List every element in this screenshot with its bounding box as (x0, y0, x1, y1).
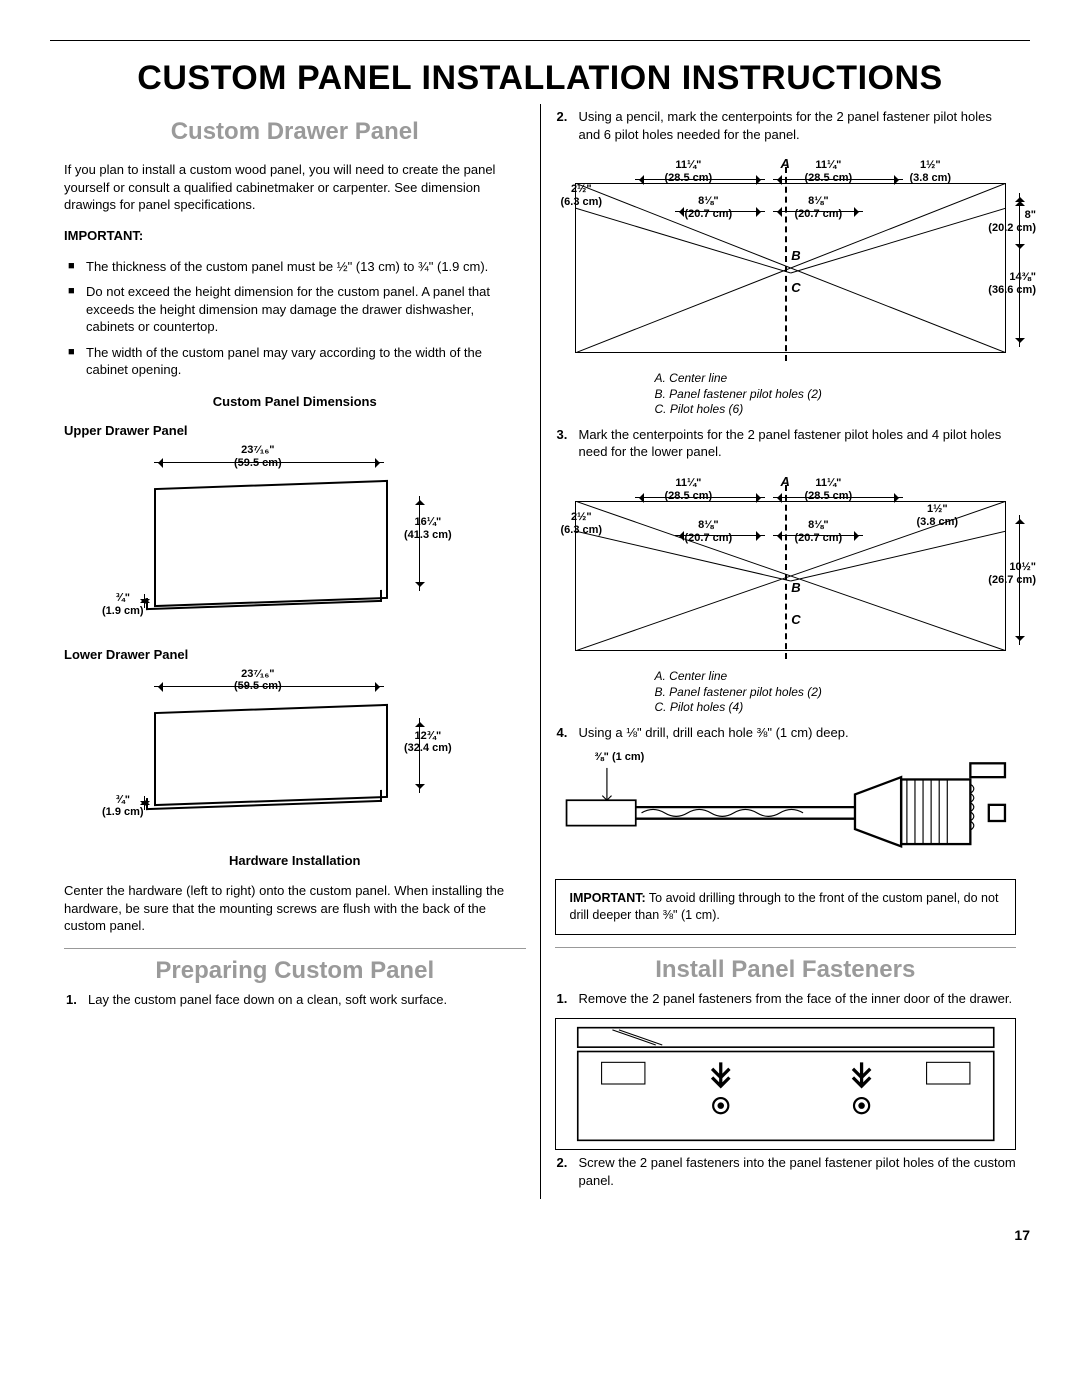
preparing-list-3: Mark the centerpoints for the 2 panel fa… (555, 426, 1017, 461)
preparing-list-4: Using a ⅛" drill, drill each hole ⅜" (1 … (555, 724, 1017, 742)
bullet: The thickness of the custom panel must b… (64, 258, 526, 276)
step: Lay the custom panel face down on a clea… (64, 991, 526, 1009)
section-custom-drawer: Custom Drawer Panel (64, 116, 526, 148)
step: Mark the centerpoints for the 2 panel fa… (555, 426, 1017, 461)
dims-heading: Custom Panel Dimensions (64, 393, 526, 411)
upper-panel-title: Upper Drawer Panel (64, 422, 526, 440)
preparing-list-left: Lay the custom panel face down on a clea… (64, 991, 526, 1009)
step: Using a ⅛" drill, drill each hole ⅜" (1 … (555, 724, 1017, 742)
important-label: IMPORTANT: (64, 227, 526, 245)
columns: Custom Drawer Panel If you plan to insta… (50, 104, 1030, 1199)
section-preparing: Preparing Custom Panel (64, 948, 526, 987)
install-list-2: Screw the 2 panel fasteners into the pan… (555, 1154, 1017, 1189)
bullet: Do not exceed the height dimension for t… (64, 283, 526, 336)
lower-pilot-diagram: A B C 11¼"(28.5 cm) 11¼"(28.5 cm) 1½"(3.… (555, 471, 1017, 661)
page: CUSTOM PANEL INSTALLATION INSTRUCTIONS C… (0, 0, 1080, 1273)
section-install-fasteners: Install Panel Fasteners (555, 947, 1017, 986)
upper-pilot-diagram: A B C 11¼"(28.5 cm) 11¼"(28.5 cm) 1½"(3.… (555, 153, 1017, 363)
lower-panel-diagram: 23⁷⁄₁₆"(59.5 cm) 12¾"(32.4 cm) ¾"(1.9 cm… (64, 668, 526, 838)
important-box: IMPORTANT: To avoid drilling through to … (555, 879, 1017, 935)
rule-top (50, 40, 1030, 41)
bullet: The width of the custom panel may vary a… (64, 344, 526, 379)
drill-diagram: ⅜" (1 cm) (555, 751, 1017, 871)
main-title: CUSTOM PANEL INSTALLATION INSTRUCTIONS (50, 59, 1030, 98)
legend-lower: A. Center line B. Panel fastener pilot h… (655, 669, 1017, 716)
left-column: Custom Drawer Panel If you plan to insta… (50, 104, 541, 1199)
install-list: Remove the 2 panel fasteners from the fa… (555, 990, 1017, 1008)
preparing-list-right: Using a pencil, mark the centerpoints fo… (555, 108, 1017, 143)
hardware-text: Center the hardware (left to right) onto… (64, 882, 526, 935)
important-list: The thickness of the custom panel must b… (64, 258, 526, 379)
step: Using a pencil, mark the centerpoints fo… (555, 108, 1017, 143)
right-column: Using a pencil, mark the centerpoints fo… (541, 104, 1031, 1199)
upper-panel-diagram: 23⁷⁄₁₆"(59.5 cm) 16¼"(41.3 cm) ¾"(1.9 cm… (64, 444, 526, 634)
step: Screw the 2 panel fasteners into the pan… (555, 1154, 1017, 1189)
intro-text: If you plan to install a custom wood pan… (64, 161, 526, 214)
page-number: 17 (50, 1227, 1030, 1243)
fastener-diagram (555, 1018, 1017, 1150)
lower-panel-title: Lower Drawer Panel (64, 646, 526, 664)
hardware-heading: Hardware Installation (64, 852, 526, 870)
legend-upper: A. Center line B. Panel fastener pilot h… (655, 371, 1017, 418)
step: Remove the 2 panel fasteners from the fa… (555, 990, 1017, 1008)
